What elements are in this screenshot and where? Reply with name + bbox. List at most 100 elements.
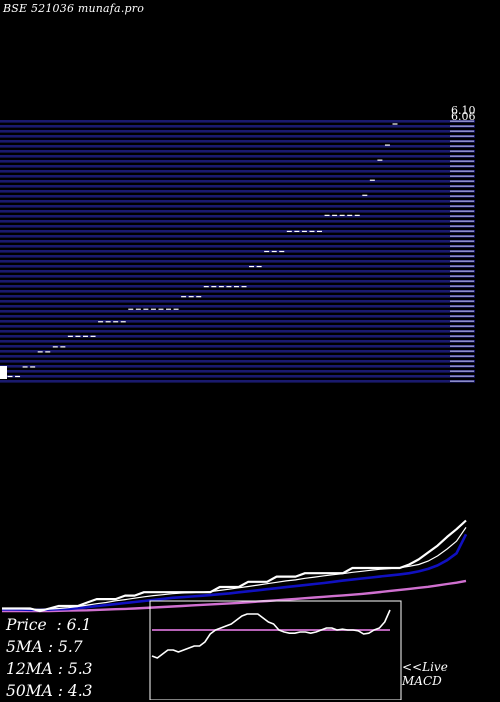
price-band (0, 360, 475, 363)
price-band (0, 225, 475, 228)
price-band-tick (450, 265, 474, 267)
price-band (0, 255, 475, 258)
price-band (0, 380, 475, 383)
price-band (0, 320, 475, 323)
stat-50ma: 50MA : 4.3 (6, 680, 146, 702)
price-band-tick (450, 325, 474, 327)
price-band-tick (450, 300, 474, 302)
price-band-tick (450, 380, 474, 382)
price-ladder (0, 123, 398, 379)
price-band-tick (450, 220, 474, 222)
price-band (0, 345, 475, 348)
price-band-tick (450, 240, 474, 242)
price-band-tick (450, 140, 474, 142)
price-band-tick (450, 175, 474, 177)
price-band-tick (450, 185, 474, 187)
price-band-tick (450, 205, 474, 207)
live-label: <<Live (402, 660, 448, 674)
price-band-tick (450, 280, 474, 282)
price-labels: 6.106.06 (451, 104, 476, 123)
price-band (0, 265, 475, 268)
price-band-tick (450, 355, 474, 357)
price-band-tick (450, 155, 474, 157)
price-band (0, 270, 475, 273)
stat-5ma: 5MA : 5.7 (6, 636, 146, 658)
price-band (0, 305, 475, 308)
price-band (0, 135, 475, 138)
price-band-tick (450, 285, 474, 287)
price-band-tick (450, 190, 474, 192)
price-band (0, 130, 475, 133)
price-band-tick (450, 320, 474, 322)
price-band (0, 370, 475, 373)
price-band-tick (450, 130, 474, 132)
price-band (0, 155, 475, 158)
price-band (0, 200, 475, 203)
price-band-tick (450, 150, 474, 152)
price-band (0, 150, 475, 153)
price-band (0, 335, 475, 338)
price-band (0, 185, 475, 188)
price-band (0, 120, 475, 123)
price-label: 6.06 (451, 110, 476, 123)
stat-price: Price : 6.1 (6, 614, 146, 636)
price-band-tick (450, 210, 474, 212)
stat-separator: : (52, 682, 68, 700)
price-band-tick (450, 315, 474, 317)
price-band (0, 290, 475, 293)
price-band (0, 310, 475, 313)
price-label: 6.10 (451, 104, 476, 117)
price-band (0, 125, 475, 128)
price-band (0, 210, 475, 213)
stat-50ma-value: 4.3 (67, 682, 93, 700)
price-band-tick (450, 335, 474, 337)
stat-price-label: Price (6, 616, 47, 634)
price-band-tick (450, 345, 474, 347)
price-band-tick (450, 170, 474, 172)
chart-title: BSE 521036 munafa.pro (3, 2, 145, 15)
price-band-tick (450, 350, 474, 352)
price-band-tick (450, 225, 474, 227)
price-band-tick (450, 340, 474, 342)
price-band-tick (450, 145, 474, 147)
macd-title: MACD (402, 674, 442, 688)
stat-separator: : (46, 616, 67, 634)
price-band (0, 215, 475, 218)
price-band (0, 315, 475, 318)
price-band (0, 340, 475, 343)
stat-price-value: 6.1 (66, 616, 92, 634)
macd-panel (149, 600, 402, 700)
price-band (0, 195, 475, 198)
stat-50ma-label: 50MA (6, 682, 53, 700)
price-band (0, 235, 475, 238)
price-bands (0, 120, 475, 383)
price-band (0, 205, 475, 208)
price-band-tick (450, 260, 474, 262)
macd-box (149, 600, 402, 700)
price-band (0, 170, 475, 173)
price-band (0, 190, 475, 193)
price-band (0, 325, 475, 328)
price-band-tick (450, 270, 474, 272)
price-band (0, 350, 475, 353)
macd-line (151, 609, 391, 659)
price-band-tick (450, 215, 474, 217)
price-band-tick (450, 330, 474, 332)
price-band (0, 240, 475, 243)
moving-average-lines (2, 519, 468, 613)
stat-5ma-value: 5.7 (58, 638, 83, 656)
price-band-tick (450, 180, 474, 182)
price-band-tick (450, 365, 474, 367)
stats-panel: Price : 6.1 5MA : 5.7 12MA : 5.3 50MA : … (6, 614, 146, 702)
price-band (0, 160, 475, 163)
price-band-tick (450, 370, 474, 372)
price-band (0, 375, 475, 378)
stat-separator: : (42, 638, 59, 656)
price-band (0, 245, 475, 248)
price-band (0, 175, 475, 178)
price-band (0, 220, 475, 223)
price-band-tick (450, 235, 474, 237)
ma12-line (2, 533, 468, 612)
price-band-tick (450, 360, 474, 362)
